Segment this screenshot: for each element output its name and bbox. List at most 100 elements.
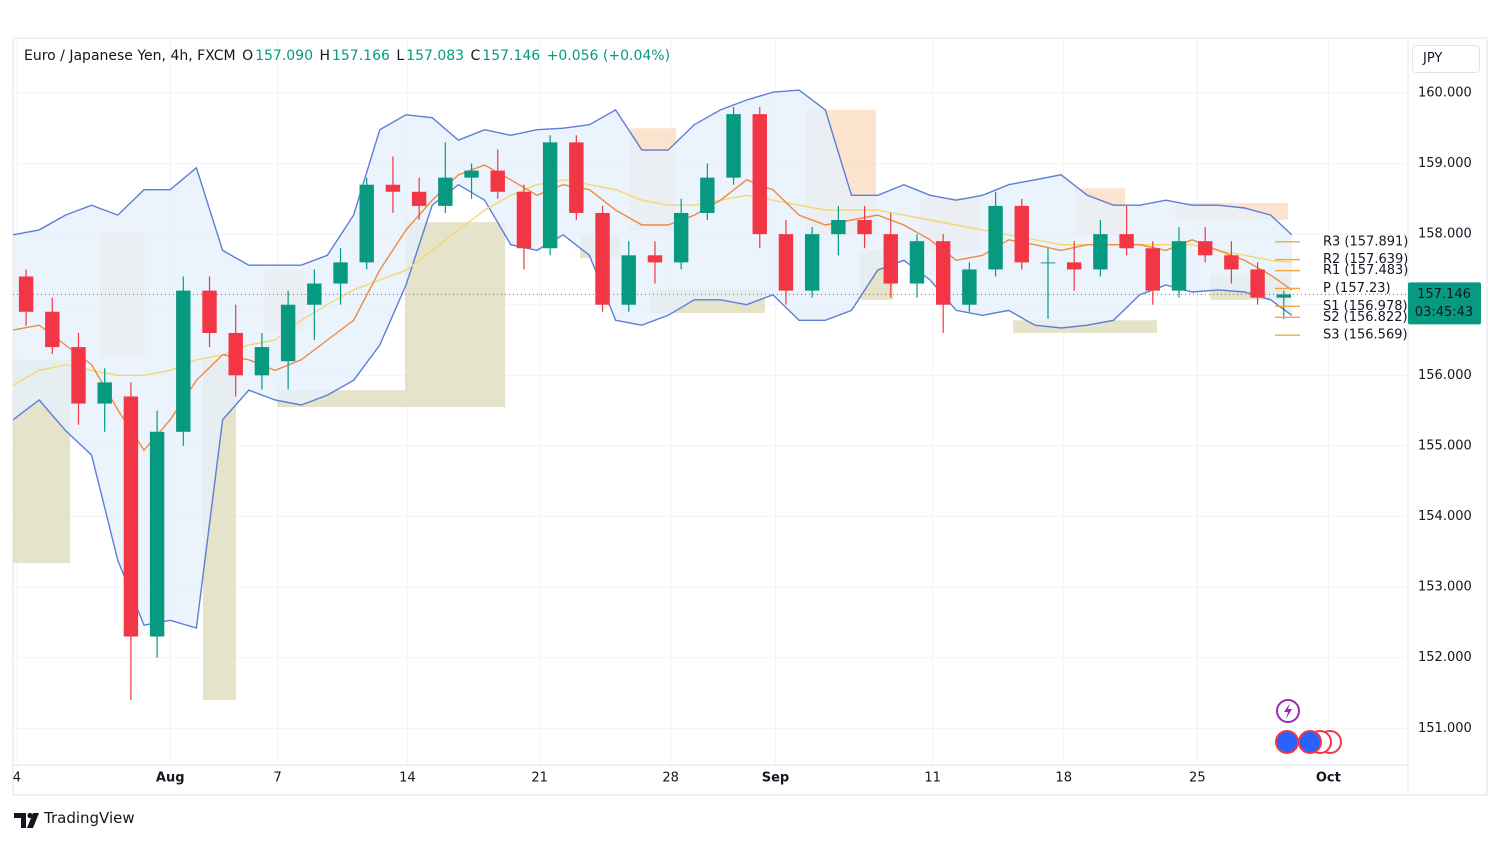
logo-part xyxy=(14,813,26,828)
x-tick-label: Aug xyxy=(156,771,185,786)
candle-body xyxy=(595,212,610,305)
brand: TradingView xyxy=(44,809,135,827)
event-icon[interactable] xyxy=(1275,730,1299,754)
indicators xyxy=(12,89,1408,629)
candle-body xyxy=(1224,255,1239,270)
candle-body xyxy=(385,184,401,192)
x-tick-label: 25 xyxy=(1189,771,1206,786)
candle-body xyxy=(45,311,60,348)
pivot-label: R3 (157.891) xyxy=(1323,234,1408,249)
candle-body xyxy=(254,347,270,376)
candle-body xyxy=(726,114,741,178)
candle-body xyxy=(490,170,505,192)
l-value: 157.083 xyxy=(406,48,465,64)
x-tick-label: 4 xyxy=(13,771,21,786)
candle-body xyxy=(1066,262,1082,270)
candle-body xyxy=(71,347,86,404)
c-label: C xyxy=(470,48,481,64)
candles xyxy=(18,107,1292,701)
price-tag-value: 157.146 xyxy=(1417,287,1471,302)
candle-body xyxy=(1250,269,1265,298)
fast-ma xyxy=(12,164,1293,452)
y-tick-label: 153.000 xyxy=(1418,580,1472,595)
countdown: 03:45:43 xyxy=(1415,305,1473,320)
symbol: Euro / Japanese Yen, 4h, FXCM xyxy=(24,48,236,64)
x-tick-label: 14 xyxy=(399,771,416,786)
upper-band xyxy=(12,89,1293,266)
x-tick-label: Sep xyxy=(762,771,790,786)
pivot-label: S3 (156.569) xyxy=(1323,328,1408,343)
logo-part xyxy=(27,813,39,828)
candle-body xyxy=(700,177,715,213)
candle-body xyxy=(1171,241,1187,291)
candle-body xyxy=(123,396,139,637)
candle-body xyxy=(97,382,112,404)
o-value: 157.090 xyxy=(255,48,313,64)
pivot-label: P (157.23) xyxy=(1323,281,1391,296)
candle-body xyxy=(202,290,217,333)
legend-header: Euro / Japanese Yen, 4h, FXCM O 157.090 H… xyxy=(24,48,672,64)
candle-body xyxy=(411,191,427,206)
candle-body xyxy=(1145,248,1160,291)
labels: 151.000 152.000 153.000 154.000 155.000 156.0… xyxy=(13,85,1481,786)
candle-body xyxy=(935,241,951,305)
band-fill xyxy=(13,90,1292,629)
change: +0.056 (+0.04%) xyxy=(546,48,671,64)
candle-body xyxy=(1119,234,1134,249)
candle-body xyxy=(752,114,767,235)
candle-body xyxy=(18,276,34,312)
candle-body xyxy=(1040,262,1056,264)
candle-body xyxy=(804,234,820,291)
pivot-label: S1 (156.978) xyxy=(1323,299,1408,314)
y-tick-label: 151.000 xyxy=(1418,721,1472,736)
candle-body xyxy=(149,431,165,637)
h-value: 157.166 xyxy=(331,48,390,64)
candle-body xyxy=(778,234,794,291)
candle-body xyxy=(883,234,898,284)
zone xyxy=(404,222,506,408)
candle-body xyxy=(621,255,636,305)
candle-body xyxy=(988,205,1003,270)
currency-button[interactable]: JPY xyxy=(1412,45,1480,73)
price-tag xyxy=(1408,282,1481,325)
candle-body xyxy=(673,212,689,263)
x-tick-label: 7 xyxy=(274,771,282,786)
candle-body xyxy=(542,142,558,249)
event-icon[interactable] xyxy=(1298,730,1322,754)
x-tick-label: Oct xyxy=(1316,771,1341,786)
candle-body xyxy=(569,142,584,213)
pivot-label: R2 (157.639) xyxy=(1323,252,1408,267)
x-tick-label: 18 xyxy=(1055,771,1072,786)
y-tick-label: 154.000 xyxy=(1418,509,1472,524)
candle-body xyxy=(1197,241,1213,256)
y-tick-label: 160.000 xyxy=(1418,85,1472,100)
candle-body xyxy=(307,283,322,305)
x-tick-label: 28 xyxy=(662,771,679,786)
candle-body xyxy=(831,220,846,235)
logo-part xyxy=(27,812,33,819)
candle-body xyxy=(516,191,532,249)
candle-body xyxy=(176,290,191,432)
pivot-label: R1 (157.483) xyxy=(1323,263,1408,278)
event-icons xyxy=(1275,699,1342,754)
c-value: 157.146 xyxy=(482,48,541,64)
brand-logo xyxy=(14,812,39,828)
candle-body xyxy=(909,241,925,284)
l-label: L xyxy=(396,48,405,64)
candle-body xyxy=(962,269,977,305)
candle-body xyxy=(333,262,348,284)
o-label: O xyxy=(242,48,254,64)
candle-body xyxy=(1093,234,1108,270)
candle-body xyxy=(857,220,872,235)
pivot-label: S2 (156.822) xyxy=(1323,310,1408,325)
y-tick-label: 159.000 xyxy=(1418,156,1472,171)
lightning xyxy=(1284,703,1292,719)
candle-body xyxy=(1276,294,1292,298)
candle-body xyxy=(228,332,243,376)
y-tick-label: 156.000 xyxy=(1418,368,1472,383)
y-tick-label: 158.000 xyxy=(1418,227,1472,242)
y-tick-label: 155.000 xyxy=(1418,438,1472,453)
candle-body xyxy=(464,170,479,178)
